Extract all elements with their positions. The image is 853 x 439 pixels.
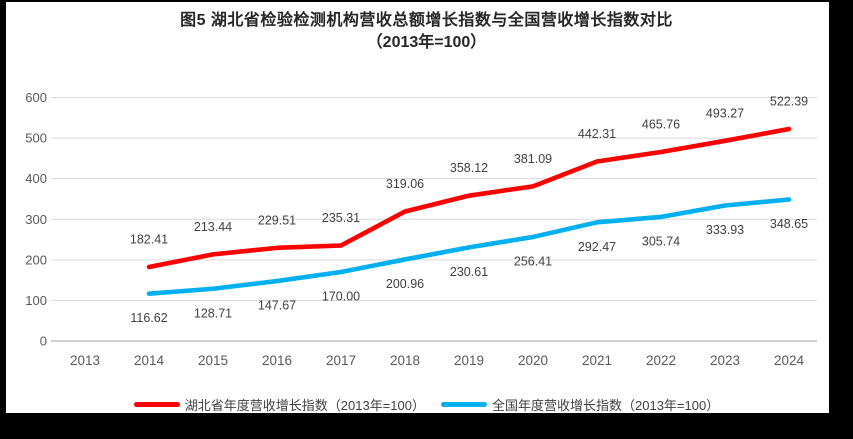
x-tick-label: 2019: [454, 353, 484, 368]
chart-title: 图5 湖北省检验检测机构营收总额增长指数与全国营收增长指数对比: [180, 12, 673, 29]
x-tick-label: 2016: [262, 353, 292, 368]
y-tick-label: 100: [25, 293, 47, 308]
data-label: 465.76: [642, 117, 680, 131]
data-label: 348.65: [770, 217, 808, 231]
legend-item-national: 全国年度营收增长指数（2013年=100）: [441, 395, 719, 414]
x-tick-label: 2020: [518, 353, 548, 368]
series-line-0: [146, 126, 792, 270]
y-tick-label: 300: [25, 212, 47, 227]
legend-label-national: 全国年度营收增长指数（2013年=100）: [492, 398, 720, 413]
x-tick-label: 2024: [774, 353, 805, 368]
data-label: 235.31: [322, 211, 360, 225]
data-label: 292.47: [578, 240, 616, 254]
data-label: 128.71: [194, 306, 232, 320]
data-label: 442.31: [578, 127, 616, 141]
y-tick-label: 400: [25, 171, 47, 186]
y-tick-label: 0: [40, 334, 47, 349]
legend-item-hubei: 湖北省年度营收增长指数（2013年=100）: [133, 395, 425, 414]
chart-title-block: 图5 湖北省检验检测机构营收总额增长指数与全国营收增长指数对比 （2013年=1…: [0, 9, 853, 54]
data-label: 522.39: [770, 94, 808, 108]
data-label: 200.96: [386, 277, 424, 291]
data-label: 358.12: [450, 161, 488, 175]
data-label: 493.27: [706, 106, 744, 120]
data-label: 116.62: [130, 311, 167, 325]
data-label: 305.74: [642, 234, 680, 248]
x-tick-label: 2017: [326, 353, 356, 368]
chart-legend: 湖北省年度营收增长指数（2013年=100） 全国年度营收增长指数（2013年=…: [0, 395, 853, 414]
x-tick-label: 2018: [390, 353, 420, 368]
x-tick-label: 2023: [710, 353, 740, 368]
data-label: 170.00: [322, 290, 360, 304]
data-label: 182.41: [130, 232, 168, 246]
data-label: 230.61: [450, 265, 488, 279]
chart-subtitle: （2013年=100）: [366, 34, 487, 51]
x-tick-label: 2013: [70, 353, 100, 368]
series-line-1: [146, 197, 792, 296]
legend-label-hubei: 湖北省年度营收增长指数（2013年=100）: [184, 398, 425, 413]
y-tick-label: 600: [25, 90, 47, 105]
y-tick-label: 500: [25, 131, 47, 146]
legend-swatch-hubei-icon: [133, 402, 180, 407]
legend-swatch-national-icon: [441, 402, 487, 407]
data-label: 147.67: [258, 299, 296, 313]
data-label: 229.51: [258, 213, 296, 227]
data-label: 213.44: [194, 220, 232, 234]
data-label: 319.06: [386, 177, 424, 191]
x-tick-label: 2015: [198, 353, 228, 368]
x-tick-label: 2021: [582, 353, 612, 368]
x-tick-label: 2022: [646, 353, 676, 368]
y-tick-label: 200: [25, 252, 47, 267]
data-label: 381.09: [514, 152, 552, 166]
x-tick-label: 2014: [134, 353, 165, 368]
data-label: 256.41: [514, 254, 552, 268]
data-label: 333.93: [706, 223, 744, 237]
